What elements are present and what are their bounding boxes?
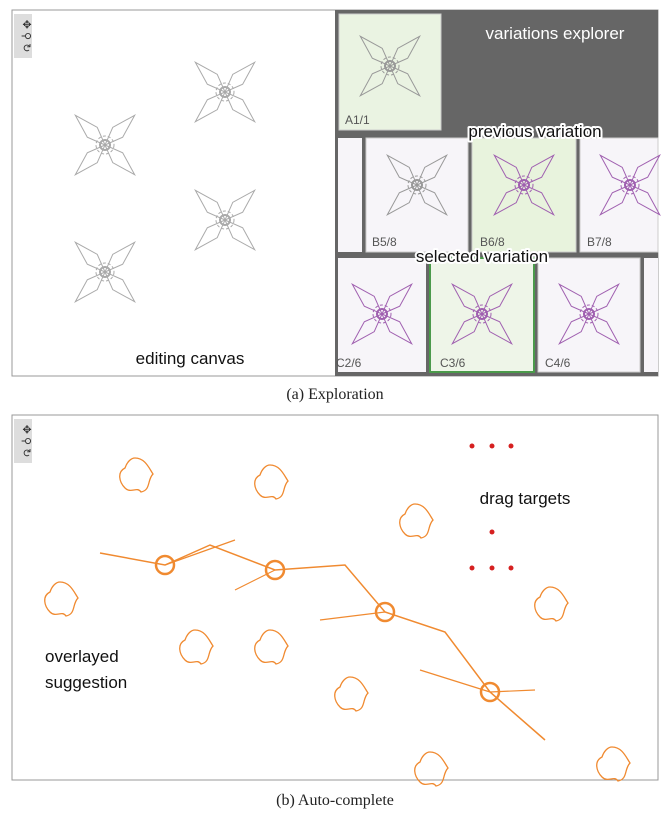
drag-label: drag targets	[480, 489, 571, 508]
suggestion-label: overlayed	[45, 647, 119, 666]
suggestion-label: suggestion	[45, 673, 127, 692]
thumbnail-label: C4/6	[545, 356, 571, 370]
caption: (b) Auto-complete	[276, 792, 394, 809]
thumbnail-label: B5/8	[372, 235, 397, 249]
thumbnail-label: C2/6	[336, 356, 362, 370]
suggestion-motifs	[44, 457, 631, 787]
thumbnail-label: C3/6	[440, 356, 466, 370]
toolbar-icons: ✥ ⚲ ↻	[20, 425, 32, 458]
drag-target-dots[interactable]	[469, 443, 514, 571]
previous-label: previous variation	[468, 122, 601, 141]
thumbnail-label: A1/1	[345, 113, 370, 127]
explorer-label: variations explorer	[486, 24, 625, 43]
toolbar[interactable]	[14, 14, 32, 58]
toolbar[interactable]	[14, 419, 32, 463]
panel-b	[11, 414, 659, 781]
thumbnails	[338, 13, 665, 373]
caption: (a) Exploration	[286, 386, 383, 403]
thumbnail-label: B7/8	[587, 235, 612, 249]
canvas-label: editing canvas	[136, 349, 245, 368]
thumbnail-label: B6/8	[480, 235, 505, 249]
toolbar-icons: ✥ ⚲ ↻	[20, 20, 32, 53]
selected-label: selected variation	[416, 247, 548, 266]
